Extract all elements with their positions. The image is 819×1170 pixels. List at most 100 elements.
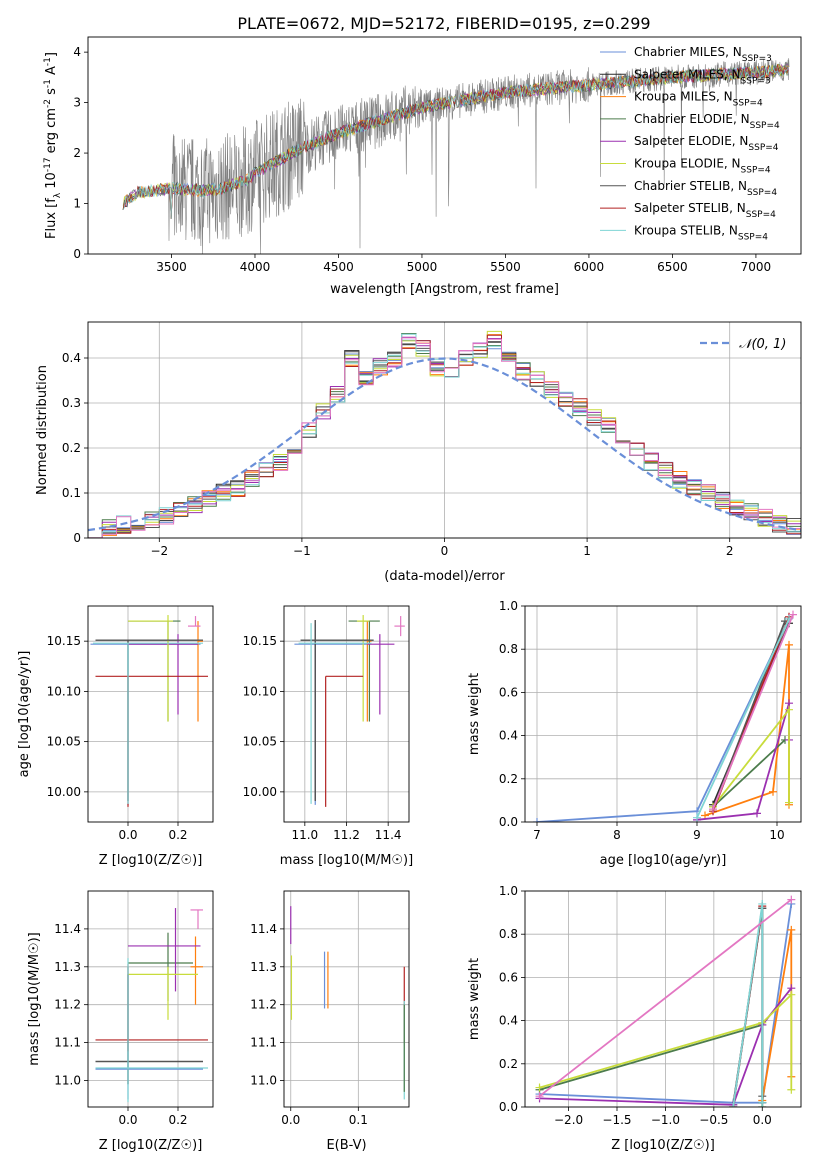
legend-entry: 𝒩(0, 1) (739, 337, 786, 352)
y-axis-label: Normed distribution (35, 365, 50, 495)
massweight-line (539, 992, 793, 1090)
axes-frame (283, 605, 410, 823)
x-tick-label: 11.2 (333, 828, 360, 842)
x-tick-label: 11.0 (291, 828, 318, 842)
y-tick-label: 0.8 (499, 642, 518, 656)
mass-vs-extinction-panel: 0.0 0.1 11.0 11.1 11.2 11.3 11.4 E(B-V) (250, 890, 410, 1153)
spectrum-panel: 3500 4000 4500 5000 5500 6000 6500 7000 0 1 2 3 4 wav… (43, 36, 802, 297)
age-vs-mass-panel: 11.0 11.2 11.4 10.00 10.05 10.10 10.15 mass [lo… (243, 605, 413, 868)
massweight-marker (758, 1098, 767, 1107)
y-tick-label: 1.0 (499, 599, 518, 613)
plot-area (95, 908, 208, 1103)
y-tick-label: 0.1 (62, 486, 81, 500)
x-axis-label: Z [log10(Z/Z☉)] (611, 1138, 715, 1153)
x-tick-label: 9 (693, 828, 701, 842)
y-tick-label: 0.6 (499, 970, 518, 984)
histogram-step (88, 333, 801, 538)
age-vs-metallicity-panel: 0.0 0.2 10.00 10.05 10.10 10.15 Z [log10(Z/Z☉)… (17, 605, 214, 868)
x-tick-label: −0.5 (699, 1113, 728, 1127)
y-tick-label: 11.0 (54, 1073, 81, 1087)
axes-frame (87, 890, 214, 1108)
x-axis-label: (data-model)/error (384, 569, 505, 584)
model-spectrum-line (122, 65, 789, 219)
massweight-marker (533, 818, 541, 822)
plot-area (294, 615, 405, 807)
y-tick-label: 11.1 (250, 1036, 277, 1050)
y-axis-label: mass weight (467, 673, 482, 755)
y-tick-label: 10.10 (47, 684, 81, 698)
y-tick-label: 0.3 (62, 396, 81, 410)
massweight-marker (753, 809, 761, 818)
y-tick-label: 4 (73, 45, 81, 59)
y-tick-label: 0.2 (62, 441, 81, 455)
x-tick-label: 6500 (657, 260, 688, 274)
y-tick-label: 11.3 (250, 960, 277, 974)
y-tick-label: 0.8 (499, 927, 518, 941)
x-axis-label: E(B-V) (326, 1138, 366, 1153)
x-tick-label: 4000 (240, 260, 271, 274)
x-tick-label: −1.5 (602, 1113, 631, 1127)
y-tick-label: 0.6 (499, 685, 518, 699)
mass-vs-metallicity-panel: 0.0 0.2 11.0 11.1 11.2 11.3 11.4 Z [log10(Z/Z☉)… (27, 890, 214, 1153)
massweight-marker (785, 705, 793, 714)
x-tick-label: 0.1 (349, 1113, 368, 1127)
axes-frame (524, 890, 802, 1108)
y-tick-label: 10.15 (243, 634, 277, 648)
plot-area (535, 895, 796, 1107)
legend-entry: Kroupa ELODIE, NSSP=4 (634, 157, 771, 176)
massweight-line (712, 614, 794, 810)
massweight-vs-age-panel: 7 8 9 10 0.0 0.2 0.4 0.6 0.8 1.0 age [log10(age/yr… (467, 599, 802, 868)
axes-frame (87, 36, 802, 255)
massweight-marker (693, 813, 701, 822)
massweight-marker (758, 899, 767, 908)
y-tick-label: 10.00 (47, 785, 81, 799)
x-tick-label: −2 (150, 544, 168, 558)
x-tick-label: 0.0 (118, 1113, 137, 1127)
massweight-marker (789, 610, 797, 619)
massweight-marker (787, 925, 796, 934)
y-tick-label: 10.10 (243, 684, 277, 698)
y-tick-label: 1 (73, 197, 81, 211)
y-tick-label: 3 (73, 96, 81, 110)
y-tick-label: 11.4 (250, 922, 277, 936)
legend-entry: Kroupa STELIB, NSSP=4 (634, 223, 768, 242)
y-tick-label: 11.2 (250, 998, 277, 1012)
x-tick-label: 0.0 (753, 1113, 772, 1127)
y-tick-label: 0 (73, 531, 81, 545)
massweight-marker (535, 1083, 544, 1092)
y-tick-label: 0.2 (499, 1057, 518, 1071)
massweight-line (538, 898, 792, 1097)
axes-frame (87, 321, 802, 539)
y-tick-label: 10.00 (243, 785, 277, 799)
y-axis-label: age [log10(age/yr)] (17, 651, 32, 778)
x-tick-label: 3500 (156, 260, 187, 274)
x-tick-label: 5000 (407, 260, 438, 274)
x-tick-label: 0.2 (168, 828, 187, 842)
y-tick-label: 0.4 (62, 351, 81, 365)
y-tick-label: 11.4 (54, 922, 81, 936)
massweight-marker (535, 1092, 544, 1101)
massweight-vs-metallicity-panel: −2.0 −1.5 −1.0 −0.5 0.0 0.0 0.2 0.4 0.6 0.8 1.0 Z [… (467, 884, 802, 1153)
x-tick-label: 4500 (323, 260, 354, 274)
massweight-marker (787, 1085, 796, 1094)
massweight-line (696, 618, 790, 819)
y-tick-label: 0.0 (499, 815, 518, 829)
x-tick-label: 0.0 (118, 828, 137, 842)
x-tick-label: 7 (533, 828, 541, 842)
x-tick-label: 10 (769, 828, 784, 842)
legend-entry: Kroupa MILES, NSSP=4 (634, 90, 763, 109)
y-tick-label: 0.4 (499, 1014, 518, 1028)
massweight-marker (785, 798, 793, 807)
legend-entry: Salpeter MILES, NSSP=3 (634, 67, 771, 86)
x-tick-label: 1 (583, 544, 591, 558)
y-tick-label: 0.4 (499, 729, 518, 743)
legend-entry: Chabrier ELODIE, NSSP=4 (634, 112, 780, 131)
residuals-panel: −2 −1 0 1 2 0 0.1 0.2 0.3 0.4 (data-model)/error No… (35, 321, 802, 584)
x-axis-label: age [log10(age/yr)] (600, 853, 727, 868)
x-tick-label: 2 (726, 544, 734, 558)
x-tick-label: −1 (293, 544, 311, 558)
x-tick-label: 11.4 (375, 828, 402, 842)
massweight-marker (729, 1103, 738, 1107)
x-tick-label: 6000 (574, 260, 605, 274)
plot-area (533, 610, 797, 822)
